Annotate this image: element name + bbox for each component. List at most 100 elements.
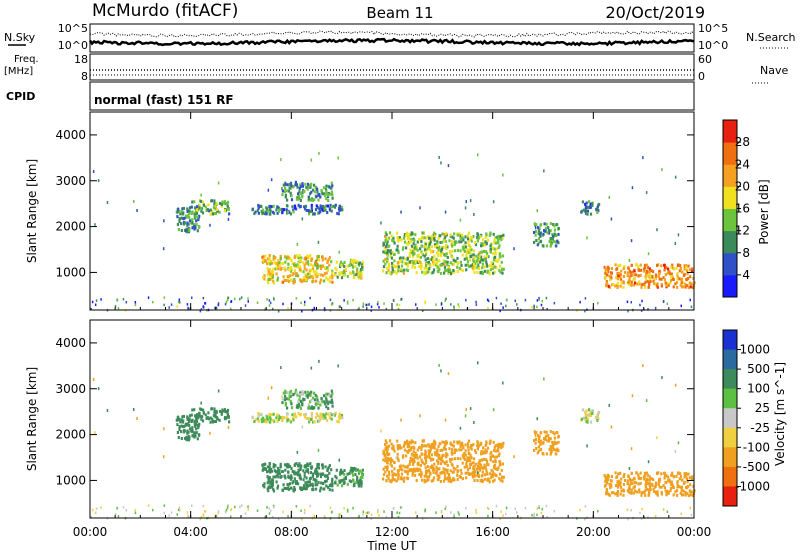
data-cell — [319, 472, 323, 476]
data-cell — [670, 272, 673, 276]
data-cell — [682, 281, 685, 285]
data-cell — [406, 242, 409, 245]
data-cell — [423, 248, 427, 252]
data-cell — [334, 203, 337, 207]
data-cell — [453, 515, 455, 519]
data-cell — [478, 251, 481, 255]
data-cell — [499, 472, 502, 476]
data-cell — [340, 479, 343, 483]
data-cell — [328, 415, 331, 419]
data-cell — [162, 455, 165, 459]
data-cell — [467, 240, 470, 244]
data-cell — [533, 304, 535, 308]
data-cell — [630, 447, 633, 451]
data-cell — [291, 470, 294, 473]
data-cell — [346, 508, 349, 512]
data-cell — [382, 259, 385, 263]
data-cell — [297, 261, 300, 265]
data-cell — [316, 206, 319, 210]
data-cell — [391, 469, 394, 473]
data-cell — [444, 210, 447, 214]
data-cell — [584, 505, 587, 508]
data-cell — [473, 260, 476, 263]
data-cell — [480, 450, 483, 453]
data-cell — [422, 309, 424, 312]
colorbar-tick-label: 20 — [735, 179, 750, 193]
data-cell — [672, 493, 675, 497]
data-cell — [318, 151, 320, 155]
data-cell — [218, 409, 222, 413]
data-cell — [289, 212, 292, 216]
data-cell — [356, 267, 359, 271]
data-cell — [656, 490, 659, 494]
data-cell — [325, 276, 328, 280]
data-cell — [315, 271, 318, 275]
data-cell — [296, 197, 299, 201]
data-cell — [543, 169, 545, 173]
data-cell — [492, 252, 495, 256]
data-cell — [444, 299, 446, 302]
data-cell — [622, 275, 625, 278]
data-cell — [423, 462, 426, 466]
data-cell — [323, 192, 326, 196]
data-cell — [386, 465, 389, 469]
data-cell — [314, 263, 317, 267]
data-cell — [191, 434, 194, 438]
data-cell — [298, 394, 301, 398]
data-cell — [538, 296, 540, 300]
data-cell — [489, 268, 493, 272]
data-cell — [603, 265, 606, 269]
data-cell — [327, 401, 330, 405]
data-cell — [557, 232, 560, 236]
data-cell — [387, 476, 390, 480]
data-cell — [678, 269, 681, 273]
data-cell — [469, 245, 472, 249]
data-cell — [441, 232, 444, 236]
data-cell — [325, 396, 328, 400]
data-cell — [669, 272, 672, 276]
data-cell — [476, 263, 479, 267]
data-cell — [385, 445, 388, 449]
data-cell — [473, 270, 476, 274]
data-cell — [224, 510, 227, 514]
data-cell — [648, 283, 651, 286]
data-cell — [496, 443, 499, 447]
data-cell — [267, 271, 270, 275]
data-cell — [293, 256, 296, 259]
data-cell — [619, 284, 622, 288]
data-cell — [413, 261, 416, 265]
data-cell — [264, 254, 267, 258]
data-cell — [346, 510, 349, 513]
data-cell — [326, 476, 329, 480]
data-cell — [545, 222, 548, 226]
data-cell — [496, 235, 499, 239]
data-cell — [286, 418, 289, 422]
data-cell — [280, 475, 283, 478]
data-cell — [454, 259, 457, 263]
data-cell — [610, 475, 613, 478]
data-cell — [315, 479, 318, 483]
data-cell — [439, 449, 442, 452]
data-cell — [415, 259, 418, 263]
data-cell — [469, 453, 472, 457]
data-cell — [674, 450, 677, 453]
data-cell — [682, 489, 685, 493]
data-cell — [654, 306, 657, 310]
data-cell — [272, 489, 276, 493]
data-cell — [609, 275, 613, 279]
data-cell — [268, 261, 271, 264]
data-cell — [195, 420, 198, 424]
data-cell — [634, 281, 637, 285]
data-cell — [582, 208, 586, 212]
data-cell — [125, 301, 128, 304]
data-cell — [460, 240, 463, 244]
data-cell — [679, 267, 682, 270]
data-cell — [453, 440, 456, 444]
data-cell — [350, 467, 354, 470]
data-cell — [328, 280, 331, 284]
data-cell — [665, 284, 668, 288]
data-cell — [275, 416, 278, 420]
data-cell — [383, 245, 386, 249]
data-cell — [200, 415, 203, 419]
